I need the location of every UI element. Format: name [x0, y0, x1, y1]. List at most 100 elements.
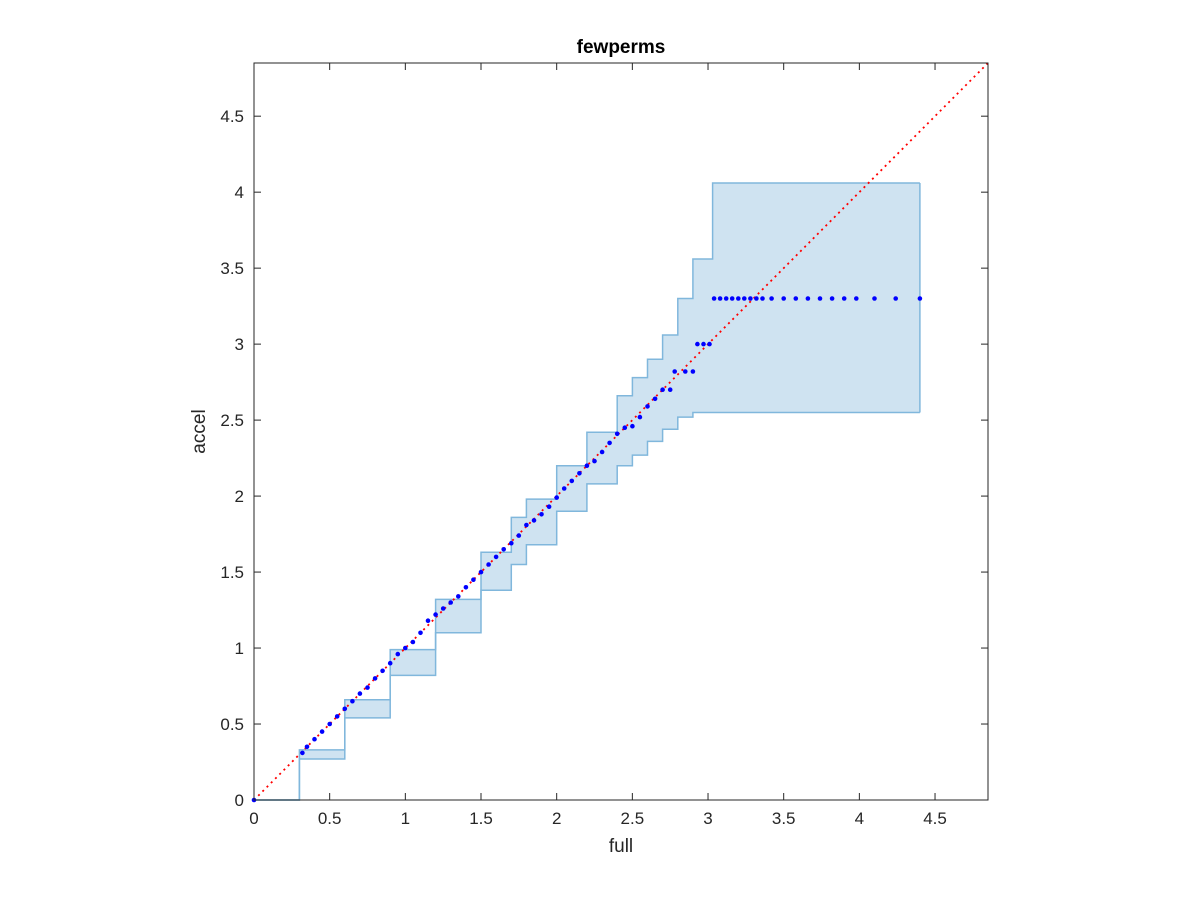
data-point [760, 296, 765, 301]
y-tick-label: 4.5 [220, 107, 244, 126]
data-point [403, 645, 408, 651]
data-point [630, 423, 635, 429]
axes-box [253, 62, 989, 801]
data-point [486, 562, 491, 567]
x-tick-label: 3.5 [772, 809, 796, 828]
y-tick-label: 3 [235, 335, 244, 354]
y-tick-label: 1.5 [220, 563, 244, 582]
data-point [754, 296, 759, 301]
data-point [607, 440, 612, 446]
data-point [729, 296, 735, 301]
data-point [418, 630, 423, 636]
data-point [312, 736, 317, 742]
data-point [493, 554, 499, 560]
data-point [327, 721, 333, 727]
data-point [599, 449, 605, 455]
data-point [456, 594, 461, 599]
data-point [440, 606, 446, 611]
data-point [748, 296, 753, 301]
data-point [365, 685, 370, 690]
data-point [546, 504, 552, 510]
data-point [736, 296, 741, 301]
data-point [554, 495, 559, 500]
data-point [707, 341, 712, 347]
y-axis-label: accel [189, 409, 210, 453]
confidence-band-layer [254, 182, 921, 801]
data-point [300, 750, 305, 756]
data-point [645, 404, 650, 409]
data-point [448, 600, 454, 605]
data-point [592, 458, 597, 464]
data-point [667, 387, 673, 393]
data-point [769, 296, 774, 301]
data-point [463, 585, 469, 590]
data-point [817, 296, 823, 301]
data-point [531, 518, 537, 523]
x-axis-label: full [609, 836, 633, 857]
x-tick-label: 0.5 [318, 809, 342, 828]
data-point [433, 612, 438, 617]
data-point [793, 296, 799, 301]
y-tick-label: 3.5 [220, 259, 244, 278]
y-tick-label: 2.5 [220, 411, 244, 430]
data-point [622, 425, 628, 431]
data-point [917, 296, 923, 301]
data-point [304, 744, 310, 750]
data-point [478, 569, 484, 575]
data-point [350, 698, 355, 704]
data-point [717, 296, 723, 301]
data-point [334, 714, 340, 719]
data-point [872, 296, 877, 301]
data-point [695, 341, 700, 347]
data-point [690, 369, 696, 374]
data-point [561, 486, 567, 491]
data-point [372, 676, 378, 681]
x-tick-label: 0 [249, 809, 258, 828]
data-point [701, 341, 706, 347]
data-point [524, 522, 529, 528]
data-point [781, 296, 786, 301]
data-point [614, 431, 620, 437]
x-tick-label: 3 [703, 809, 712, 828]
tick-layer: 0 0.5 1 1.5 2 2.5 3 3.5 4 4.5 0 0.5 1 1.5 2 2.5 3 3.5 4 4.5 [220, 63, 988, 828]
data-points-layer [251, 296, 923, 803]
data-point [501, 547, 507, 552]
x-tick-label: 2 [552, 809, 561, 828]
data-point [829, 296, 835, 301]
data-point [319, 729, 325, 734]
data-point [516, 533, 522, 538]
chart-title: fewperms [577, 37, 666, 58]
data-point [637, 414, 643, 420]
y-tick-label: 0 [235, 791, 244, 810]
y-tick-label: 4 [235, 183, 244, 202]
y-tick-label: 0.5 [220, 715, 244, 734]
data-point [723, 296, 729, 301]
y-tick-label: 1 [235, 639, 244, 658]
data-point [711, 296, 717, 301]
data-point [395, 651, 401, 657]
data-point [672, 369, 677, 374]
x-tick-label: 1.5 [469, 809, 493, 828]
data-point [342, 706, 348, 712]
data-point [683, 369, 688, 374]
data-point [357, 691, 363, 696]
data-point [569, 478, 575, 484]
data-point [410, 639, 416, 645]
data-point [380, 668, 385, 674]
data-point [425, 618, 431, 623]
data-point [387, 660, 393, 666]
x-tick-label: 1 [401, 809, 410, 828]
confidence-band-lower-edge [254, 411, 920, 801]
data-point [539, 512, 544, 517]
data-point [577, 471, 582, 476]
x-tick-label: 4 [855, 809, 864, 828]
x-tick-label: 2.5 [621, 809, 645, 828]
y-tick-label: 2 [235, 487, 244, 506]
data-point [805, 296, 811, 301]
data-point [471, 577, 476, 582]
data-point [660, 387, 665, 393]
data-point [841, 296, 847, 301]
confidence-band-fill [254, 183, 920, 800]
x-tick-label: 4.5 [923, 809, 947, 828]
